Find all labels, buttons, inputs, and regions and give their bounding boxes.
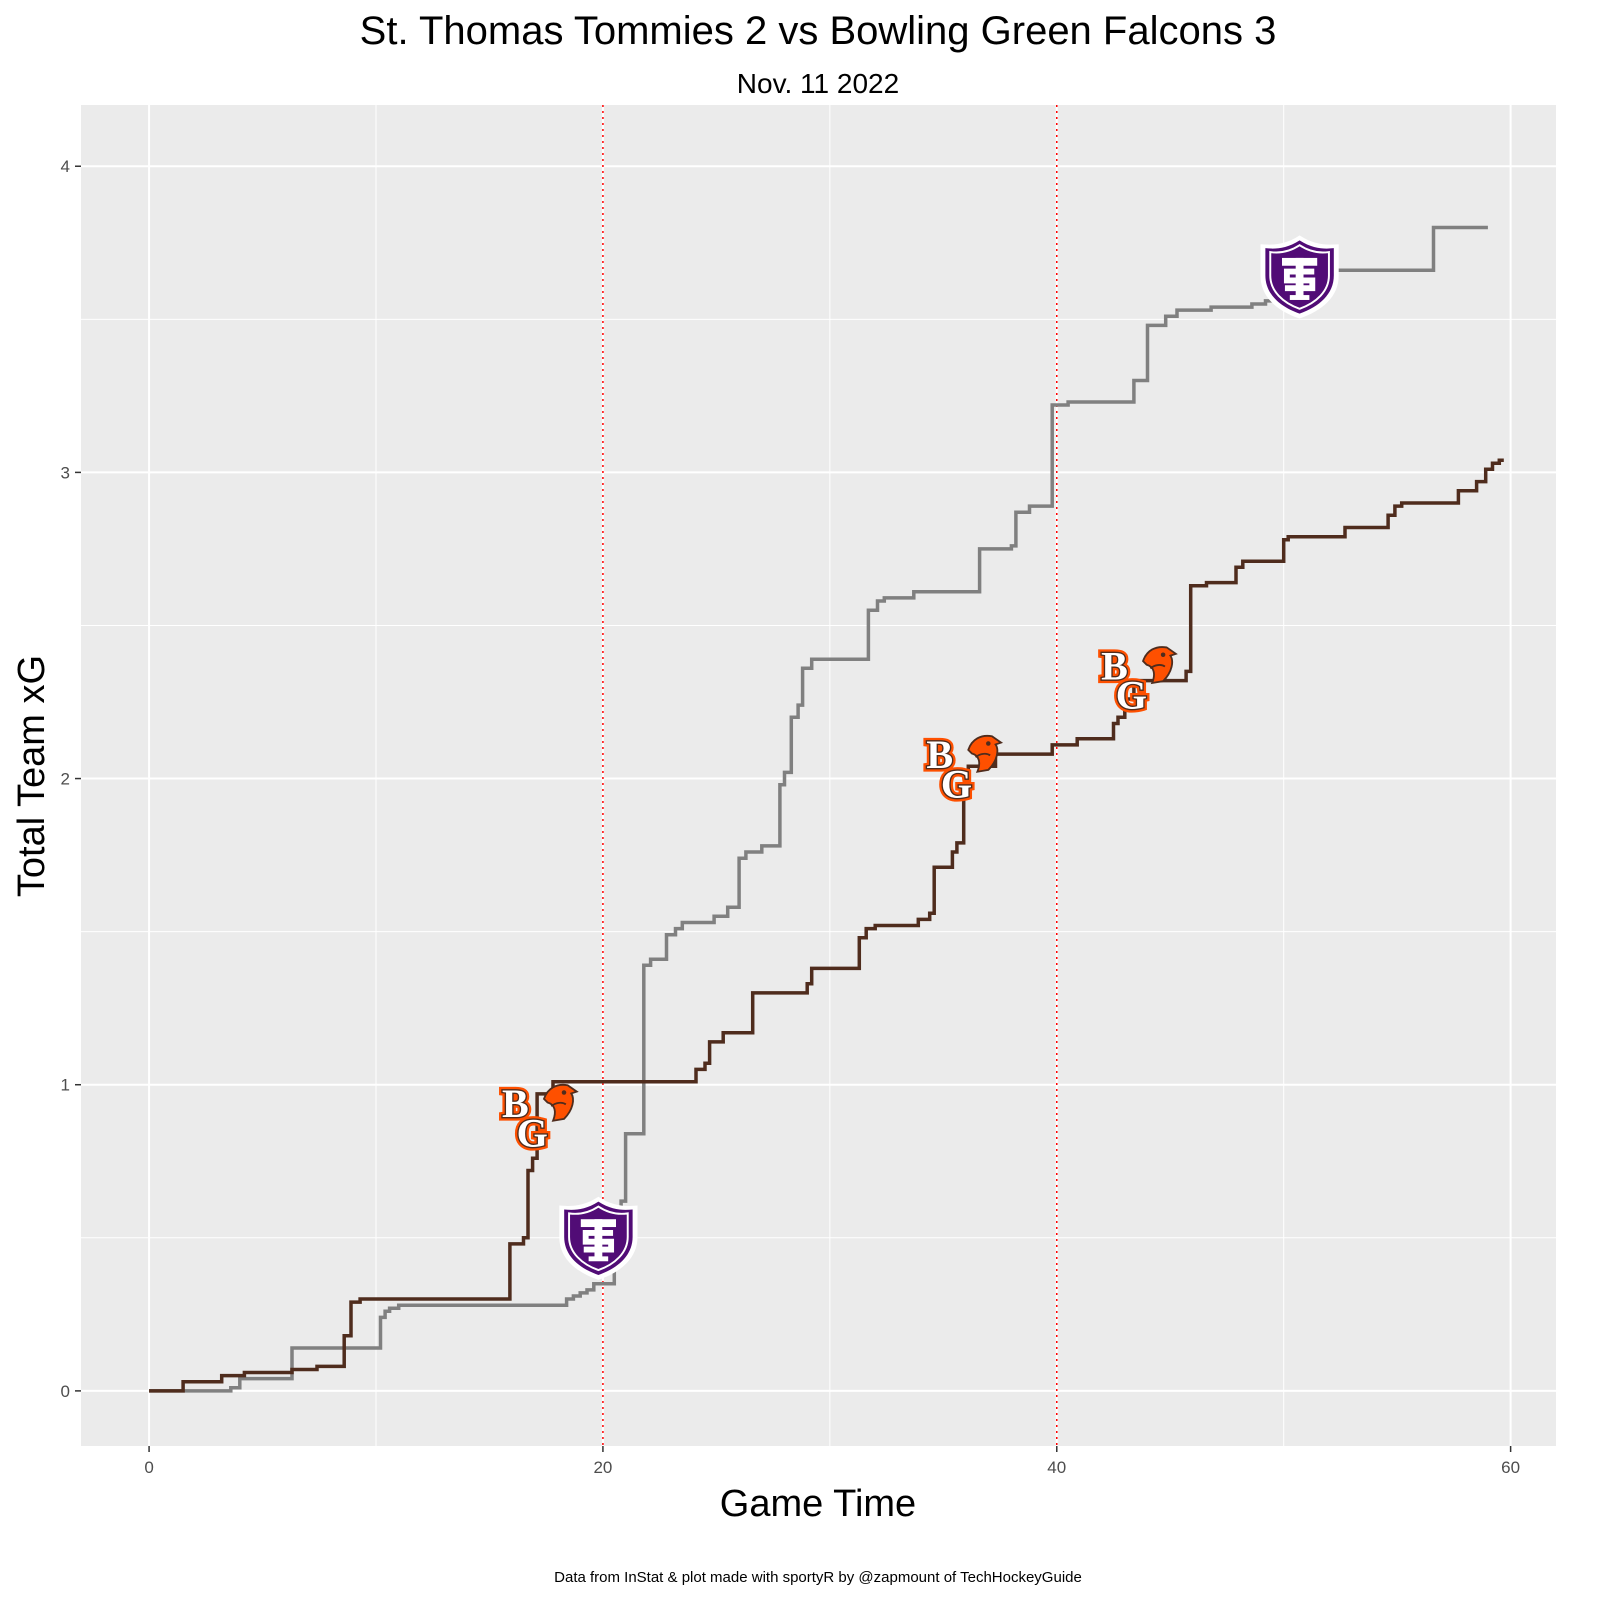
x-tick-label: 40 <box>1047 1458 1066 1477</box>
y-tick-label: 2 <box>61 770 70 789</box>
series-line-st-thomas <box>149 225 1488 1393</box>
y-tick-label: 4 <box>61 157 70 176</box>
chart-title: St. Thomas Tommies 2 vs Bowling Green Fa… <box>360 9 1277 53</box>
y-tick-label: 0 <box>61 1382 70 1401</box>
y-tick-label: 3 <box>61 463 70 482</box>
x-tick-label: 60 <box>1501 1458 1520 1477</box>
y-tick-label: 1 <box>61 1076 70 1095</box>
plot-panel <box>81 105 1556 1446</box>
x-tick-label: 0 <box>144 1458 153 1477</box>
y-axis-ticks: 0 1 2 3 4 <box>61 157 81 1401</box>
x-tick-label: 20 <box>593 1458 612 1477</box>
chart-subtitle: Nov. 11 2022 <box>737 68 899 99</box>
x-axis-ticks: 0 20 40 60 <box>144 1446 1520 1477</box>
series-lines <box>149 225 1504 1393</box>
x-axis-title: Game Time <box>720 1483 916 1525</box>
chart-caption: Data from InStat & plot made with sporty… <box>554 1569 1082 1586</box>
minor-gridlines <box>81 105 1556 1446</box>
series-line-bowling-green <box>149 458 1504 1393</box>
y-axis-title: Total Team xG <box>11 655 53 897</box>
